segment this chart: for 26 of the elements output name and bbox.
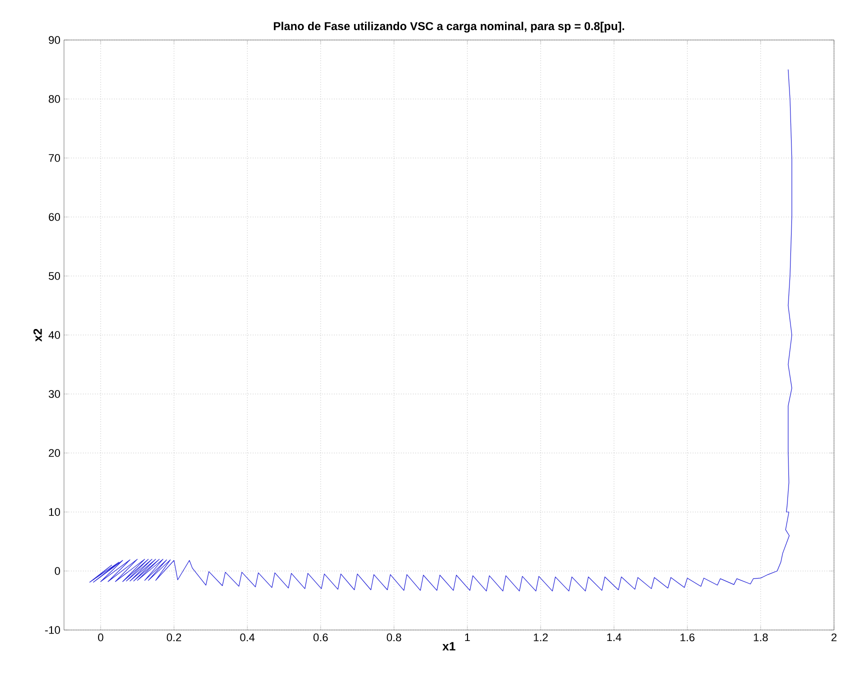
x-tick-label: 1.8 (754, 634, 768, 642)
x-tick-label: 0 (98, 634, 104, 642)
y-tick-label: -10 (45, 626, 60, 634)
x-tick-label: 0.6 (313, 634, 328, 642)
x-tick-label: 1.2 (534, 634, 548, 642)
y-tick-label: 20 (48, 449, 60, 457)
y-tick-label: 70 (48, 154, 60, 162)
x-tick-label: 0.4 (240, 634, 255, 642)
x-tick-label: 0.2 (166, 634, 182, 642)
y-tick-label: 90 (48, 36, 60, 44)
y-axis-title: x2 (33, 328, 42, 342)
x-tick-label: 2 (832, 634, 837, 642)
x-tick-label: 1 (465, 634, 470, 642)
x-tick-label: 0.8 (386, 634, 402, 642)
y-tick-label: 30 (48, 390, 60, 398)
y-tick-label: 60 (48, 213, 60, 221)
y-tick-label: 40 (48, 331, 60, 339)
x-tick-label: 1.4 (607, 634, 622, 642)
x-axis-title: x1 (442, 642, 456, 650)
y-tick-label: 50 (48, 272, 60, 280)
y-tick-label: 80 (48, 95, 60, 103)
chart-title: Plano de Fase utilizando VSC a carga nominal, para sp = 0.8[pu]. (274, 22, 624, 32)
line-series (89, 69, 792, 592)
y-tick-label: 0 (54, 567, 60, 575)
y-tick-label: 10 (49, 508, 60, 516)
x-tick-label: 1.6 (680, 634, 694, 642)
